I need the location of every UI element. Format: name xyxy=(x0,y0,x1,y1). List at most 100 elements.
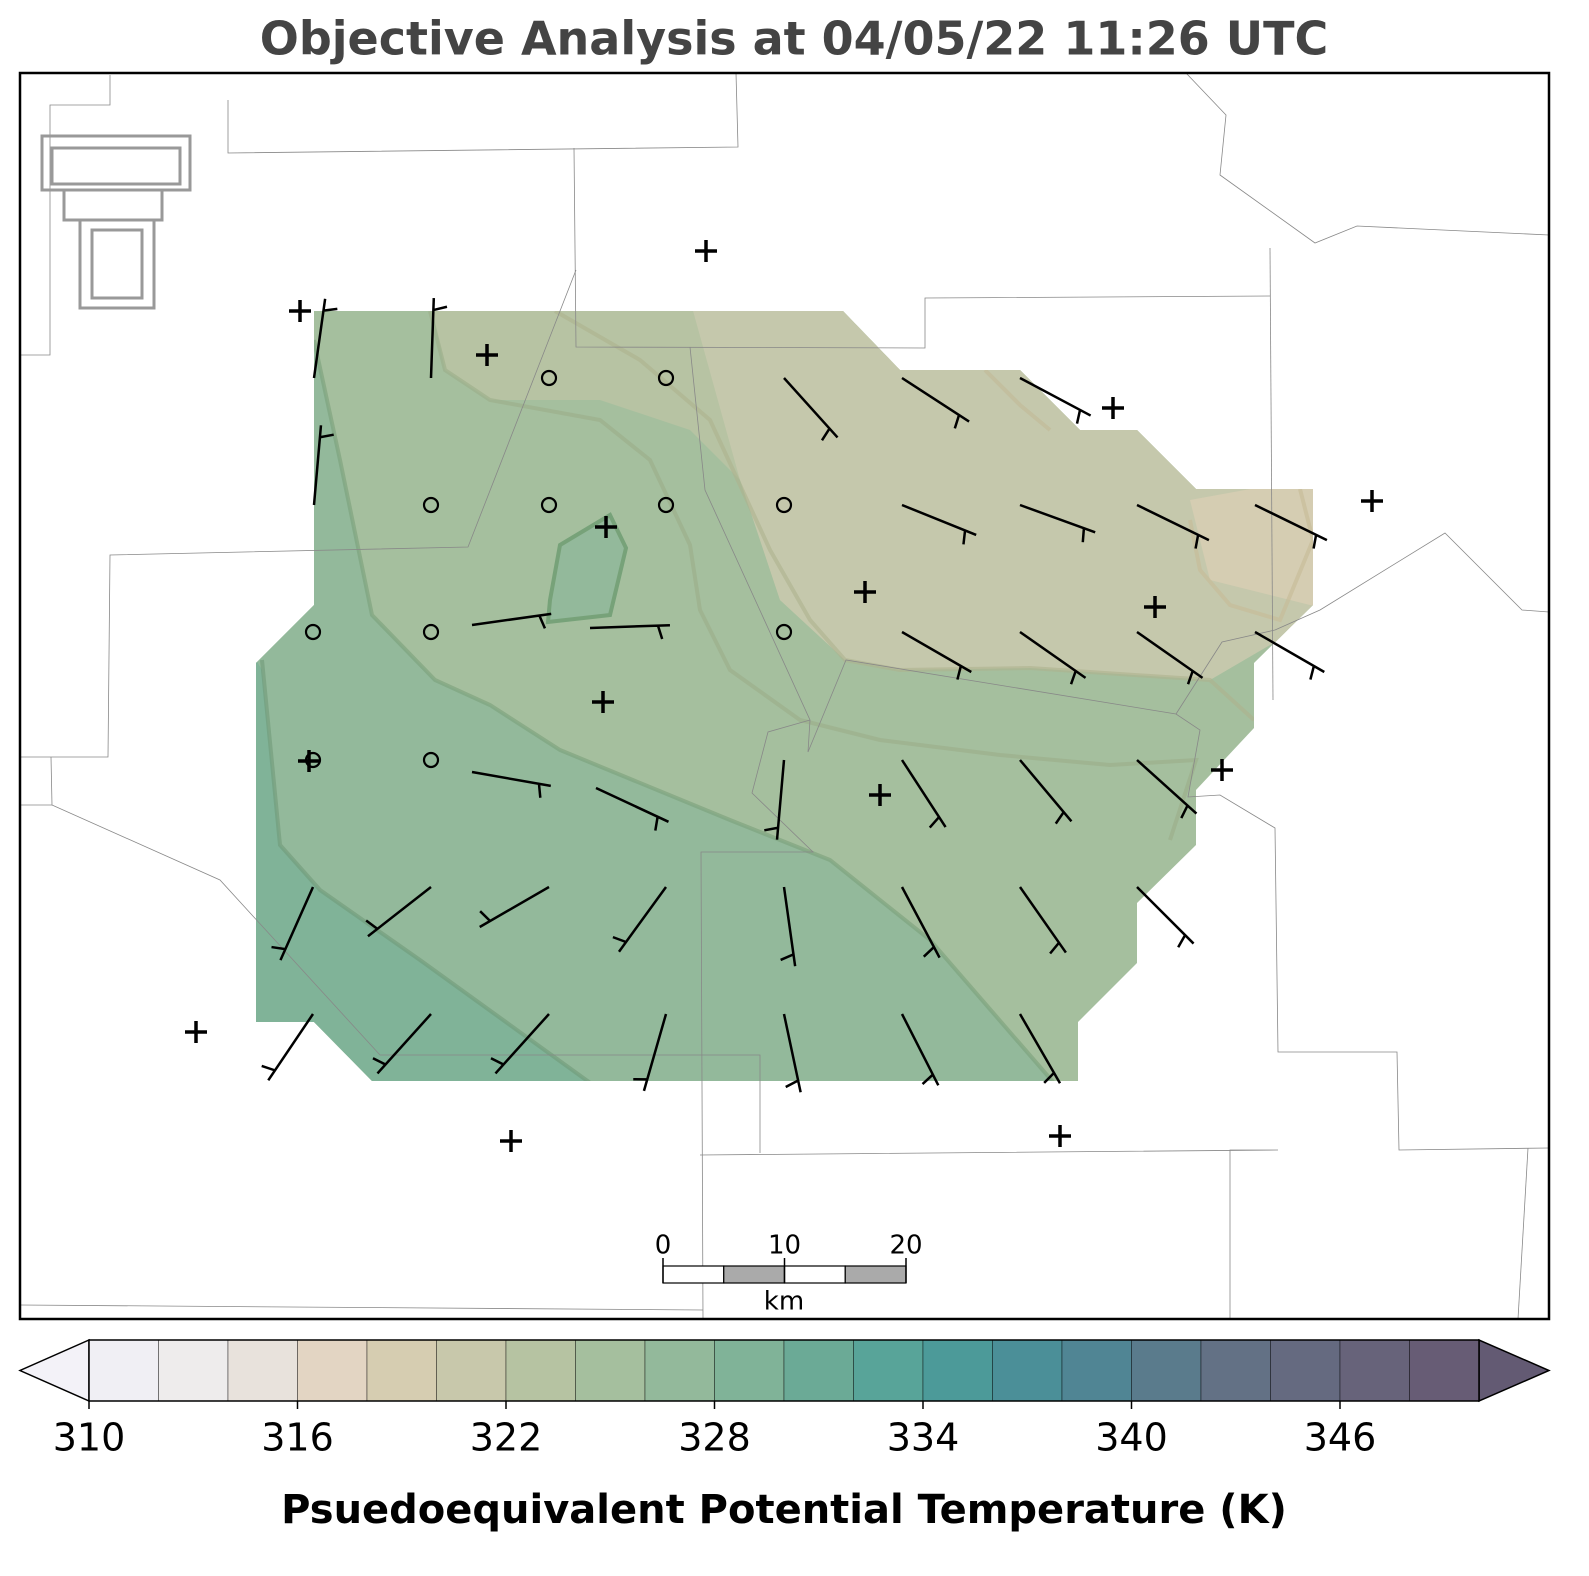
calm-wind xyxy=(775,496,793,514)
wind-barb xyxy=(429,298,448,379)
colorbar-bin xyxy=(1409,1339,1480,1402)
colorbar-bin xyxy=(88,1339,159,1402)
colorbar-tick-label: 316 xyxy=(261,1416,334,1460)
wind-barb xyxy=(900,886,941,959)
wind-barb xyxy=(372,1013,432,1075)
colorbar-tick-label: 322 xyxy=(470,1416,543,1460)
wind-barb xyxy=(780,886,797,967)
calm-wind xyxy=(775,623,793,641)
station-marker xyxy=(476,344,498,366)
colorbar-bin xyxy=(1270,1339,1341,1402)
calm-wind xyxy=(304,623,322,641)
colorbar-bin xyxy=(575,1339,646,1402)
scale-tick-label: 10 xyxy=(768,1231,801,1261)
colorbar-bin xyxy=(366,1339,437,1402)
colorbar-bin xyxy=(505,1339,576,1402)
scale-bar: km 0 10 20 xyxy=(655,1231,923,1317)
colorbar-extend-low xyxy=(18,1338,90,1403)
calm-wind xyxy=(422,496,440,514)
logo xyxy=(40,134,192,310)
station-marker xyxy=(298,750,320,772)
wind-barb xyxy=(1019,376,1092,424)
wind-barb xyxy=(271,886,315,961)
wind-barb xyxy=(1019,503,1096,543)
colorbar-bin xyxy=(783,1339,854,1402)
station-marker xyxy=(1049,1125,1071,1147)
wind-barb xyxy=(782,1013,802,1093)
wind-barb xyxy=(261,1013,315,1082)
colorbar-bin xyxy=(158,1339,229,1402)
wind-barbs xyxy=(185,240,1383,1152)
wind-barb xyxy=(589,623,670,640)
map xyxy=(19,72,1550,1320)
analysis-field xyxy=(256,311,1313,1081)
colorbar-bin xyxy=(853,1339,924,1402)
station-marker xyxy=(695,240,717,262)
scale-segment xyxy=(662,1265,725,1284)
colorbar-bin xyxy=(227,1339,298,1402)
colorbar-bin xyxy=(436,1339,507,1402)
wind-barb xyxy=(901,376,970,429)
station-marker xyxy=(854,581,876,603)
colorbar-tick-label: 328 xyxy=(678,1416,751,1460)
colorbar-tick-label: 340 xyxy=(1095,1416,1168,1460)
station-marker xyxy=(595,516,617,538)
colorbar-bin xyxy=(644,1339,715,1402)
wind-barb xyxy=(1254,630,1325,680)
colorbar-extend-high xyxy=(1478,1338,1551,1403)
colorbar-bin xyxy=(1200,1339,1271,1402)
wind-barb xyxy=(1136,503,1210,549)
scale-segment xyxy=(783,1265,846,1284)
station-marker xyxy=(1102,397,1124,419)
wind-barb xyxy=(1019,630,1087,685)
wind-barb xyxy=(901,503,977,545)
wind-barb xyxy=(1018,886,1067,955)
wind-barb xyxy=(471,612,552,629)
colorbar-bin xyxy=(1061,1339,1132,1402)
wind-barb xyxy=(612,886,668,953)
wind-barb xyxy=(1019,759,1073,825)
station-marker xyxy=(592,691,614,713)
wind-barb xyxy=(312,425,334,506)
scale-segment xyxy=(723,1265,786,1284)
wind-barb xyxy=(1018,1013,1062,1084)
station-marker xyxy=(1144,596,1166,618)
wind-barb xyxy=(783,377,839,442)
calm-wind xyxy=(657,369,675,387)
colorbar-bin xyxy=(1131,1339,1202,1402)
station-marker xyxy=(1211,759,1233,781)
wind-barb xyxy=(633,1013,668,1092)
wind-barb xyxy=(312,298,338,379)
colorbar-tick-label: 334 xyxy=(887,1416,960,1460)
county-lines xyxy=(19,72,1550,1320)
station-marker xyxy=(289,300,311,322)
calm-wind xyxy=(422,623,440,641)
wind-barb xyxy=(479,885,550,929)
colorbar-bin xyxy=(922,1339,993,1402)
colorbar-bin xyxy=(992,1339,1063,1402)
colorbar-tick-label: 346 xyxy=(1304,1416,1377,1460)
station-marker xyxy=(185,1021,207,1043)
colorbar-tick-label: 310 xyxy=(53,1416,126,1460)
wind-barb xyxy=(1254,503,1328,549)
scale-segment xyxy=(844,1265,907,1284)
wind-barb xyxy=(471,770,552,798)
wind-barb xyxy=(764,759,786,840)
calm-wind xyxy=(540,369,558,387)
colorbar-bin xyxy=(1339,1339,1410,1402)
map-frame xyxy=(18,71,1551,1321)
colorbar-outline xyxy=(88,1339,1480,1402)
wind-barb xyxy=(901,630,972,680)
wind-barb xyxy=(490,1013,550,1075)
station-marker xyxy=(500,1130,522,1152)
wind-barb xyxy=(595,786,670,831)
wind-barb xyxy=(1136,630,1204,685)
station-marker xyxy=(1361,490,1383,512)
scale-unit: km xyxy=(764,1287,804,1317)
calm-wind xyxy=(657,496,675,514)
colorbar: Psuedoequivalent Potential Temperature (… xyxy=(18,1338,1551,1533)
colorbar-bin xyxy=(297,1339,368,1402)
wind-barb xyxy=(1136,886,1195,948)
title: Objective Analysis at 04/05/22 11:26 UTC xyxy=(260,12,1329,66)
